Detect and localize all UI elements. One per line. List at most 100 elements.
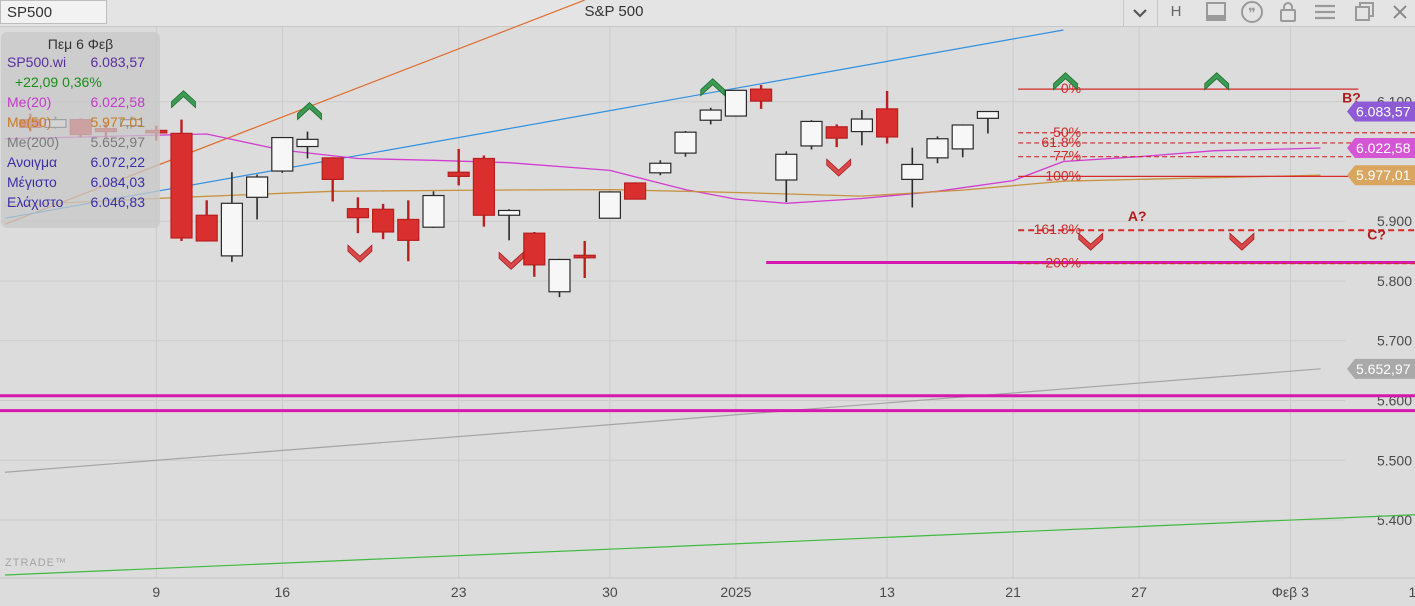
fib-level-label: 50%: [1053, 124, 1081, 140]
x-tick-label: 10: [1409, 584, 1415, 600]
info-row-label: Ελάχιστο: [7, 194, 64, 210]
candle: [498, 209, 521, 241]
candle-body: [775, 153, 798, 181]
symbol-input[interactable]: [0, 0, 107, 24]
info-row-value: 6.046,83: [90, 194, 146, 210]
candle: [699, 107, 722, 125]
candle: [674, 130, 697, 157]
fib-level-label: 161.8%: [1034, 221, 1081, 237]
candle-body: [674, 131, 697, 154]
trend-line: [5, 514, 1415, 576]
watermark: ZTRADE™: [5, 557, 67, 569]
candle: [649, 160, 672, 176]
up-arrow-icon: [700, 78, 726, 97]
x-tick-label: 23: [451, 584, 467, 600]
info-row: SP500.wi 6.083,57: [7, 54, 154, 72]
candle-body: [649, 162, 672, 174]
price-tag-label: 6.083,57: [1356, 104, 1411, 120]
up-arrow-icon: [171, 90, 196, 109]
close-icon[interactable]: [1388, 0, 1412, 24]
candle-body: [498, 209, 521, 216]
candle-body: [926, 138, 949, 159]
toolbar: S&P 500 H ❞: [0, 0, 1415, 27]
down-arrow-icon: [347, 244, 373, 263]
info-panel: Πεμ 6 Φεβ SP500.wi 6.083,57 +22,09 0,36% Me…: [1, 32, 160, 228]
trend-line: [5, 368, 1321, 473]
fib-level-label: 100%: [1045, 167, 1081, 183]
info-row-label: Me(50): [7, 114, 52, 130]
candle-body: [447, 171, 470, 178]
candle-body: [825, 126, 848, 139]
price-tag: 5.977,01: [1347, 165, 1415, 186]
up-arrow-icon: [297, 102, 322, 121]
info-row: Me(20) 6.022,58: [7, 94, 154, 112]
candle-body: [951, 124, 974, 150]
candle-body: [170, 132, 193, 239]
toolbar-divider: [1157, 0, 1158, 26]
candle-body: [724, 89, 748, 117]
down-arrow-icon: [498, 251, 524, 270]
candle: [825, 124, 848, 148]
price-tag-bg: [1347, 101, 1415, 122]
info-row-value: 5.977,01: [90, 114, 146, 130]
candle-body: [397, 218, 420, 241]
x-tick-label: 2025: [720, 584, 751, 600]
candle: [749, 84, 773, 109]
toolbar-divider: [1123, 0, 1124, 26]
price-tag-bg: [1347, 165, 1415, 186]
candle-body: [800, 120, 823, 147]
price-tag-label: 6.022,58: [1356, 140, 1411, 156]
quote-icon[interactable]: ❞: [1238, 0, 1266, 24]
price-tag: 6.083,57: [1347, 101, 1415, 122]
x-tick-label: 9: [152, 584, 160, 600]
info-row-label: Me(200): [7, 134, 60, 150]
candle: [623, 182, 647, 200]
candle-body: [523, 232, 546, 266]
info-row-value: 6.072,22: [90, 154, 146, 170]
candle: [573, 240, 596, 278]
lock-icon[interactable]: [1276, 0, 1300, 24]
candle-body: [472, 157, 495, 216]
candle: [850, 110, 874, 146]
candle-body: [195, 214, 218, 242]
candle: [548, 258, 571, 298]
x-axis-strip: [0, 578, 1415, 606]
svg-text:❞: ❞: [1248, 5, 1256, 21]
wave-label: A?: [1128, 208, 1147, 224]
y-tick-label: 5.800: [1377, 273, 1412, 289]
restore-icon[interactable]: [1352, 0, 1376, 24]
y-tick-label: 5.700: [1377, 333, 1412, 349]
x-tick-label: 30: [602, 584, 618, 600]
info-row-label: Μέγιστο: [7, 174, 57, 190]
candle: [397, 200, 420, 262]
candle-body: [699, 109, 722, 121]
menu-icon[interactable]: [1312, 0, 1338, 24]
candle: [246, 174, 269, 220]
chevron-down-icon[interactable]: [1126, 0, 1154, 24]
info-row-value: 5.652,97: [90, 134, 146, 150]
up-arrow-icon: [1053, 72, 1078, 91]
candle-body: [573, 254, 596, 259]
candle: [926, 136, 949, 164]
price-tag: 5.652,97: [1347, 358, 1415, 379]
fib-level-label: 77%: [1053, 148, 1081, 164]
candle: [976, 110, 1000, 134]
candle-body: [598, 191, 622, 219]
wave-label: C?: [1367, 227, 1386, 243]
price-tag: 6.022,58: [1347, 137, 1415, 158]
period-button[interactable]: H: [1170, 3, 1182, 20]
info-date: Πεμ 6 Φεβ: [47, 36, 114, 52]
candle: [724, 89, 748, 117]
info-row: Me(200) 5.652,97: [7, 134, 154, 152]
window-icon[interactable]: [1203, 0, 1229, 24]
info-row: Μέγιστο 6.084,03: [7, 174, 154, 192]
down-arrow-icon: [1229, 232, 1255, 251]
candle-body: [901, 163, 924, 180]
down-arrow-icon: [1078, 232, 1104, 251]
candle: [321, 157, 344, 202]
x-tick-label: 16: [275, 584, 291, 600]
info-row-value: 6.083,57: [90, 54, 146, 70]
info-row: Me(50) 5.977,01: [7, 114, 154, 132]
candle-body: [321, 157, 344, 180]
